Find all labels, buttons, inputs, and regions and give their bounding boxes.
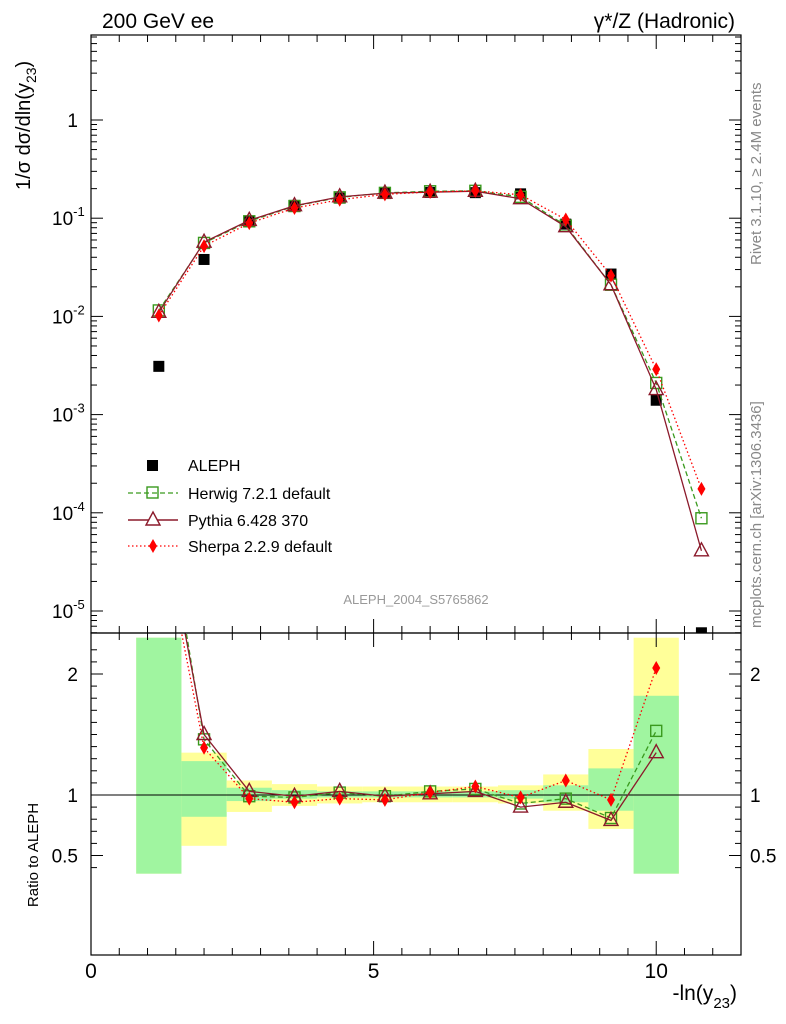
ratio-y-tick-label-right: 0.5: [750, 847, 776, 868]
pythia-point: [557, 217, 574, 233]
legend-item-aleph: ALEPH: [147, 458, 240, 475]
legend-label-pythia: Pythia 6.428 370: [188, 513, 308, 530]
sherpa-point: [607, 268, 615, 283]
sherpa-point: [652, 362, 661, 377]
herwig-line: [185, 633, 657, 819]
sherpa-point: [561, 212, 570, 227]
herwig-point: [695, 512, 708, 525]
legend-label-aleph: ALEPH: [188, 458, 240, 475]
rivet-version-label: Rivet 3.1.10, ≥ 2.4M events: [748, 83, 765, 266]
aleph-point: [695, 627, 707, 633]
main-y-tick-label: 10-5: [52, 597, 85, 623]
pythia-point: [602, 810, 620, 827]
main-y-axis-label: 1/σ dσ/dln(y23): [13, 61, 39, 190]
sherpa-point: [697, 481, 706, 496]
sherpa-point: [561, 773, 570, 788]
legend-item-pythia: Pythia 6.428 370: [128, 510, 308, 530]
sherpa-point: [245, 791, 254, 806]
ratio-panel-frame: [90, 632, 742, 956]
ratio-y-tick-label-left: 2: [67, 665, 78, 686]
aleph-point: [198, 253, 210, 265]
analysis-watermark: ALEPH_2004_S5765862: [343, 592, 488, 607]
sherpa-point: [652, 660, 661, 675]
herwig-marker-icon: [146, 486, 159, 499]
green-band-bin: [633, 695, 679, 874]
pythia-line: [184, 633, 657, 822]
pythia-point: [467, 781, 484, 798]
sherpa-point: [380, 187, 389, 202]
sherpa-point: [471, 779, 480, 794]
main-y-tick-label: 10-4: [52, 499, 85, 525]
sherpa-point: [516, 187, 525, 202]
pythia-point: [648, 743, 665, 759]
legend: ALEPH Herwig 7.2.1 default Pythia 6.428 …: [128, 458, 333, 556]
ratio-series-layer: [180, 633, 665, 827]
aleph-point: [153, 360, 165, 372]
x-axis-label: -ln(y23): [672, 982, 737, 1012]
legend-item-sherpa: Sherpa 2.2.9 default: [128, 539, 333, 556]
x-tick-label: 5: [368, 960, 380, 983]
sherpa-point: [200, 740, 209, 755]
pythia-point: [557, 792, 574, 808]
ratio-y-axis-label: Ratio to ALEPH: [25, 803, 42, 907]
main-y-tick-label: 10-1: [52, 204, 85, 230]
sherpa-line: [180, 633, 657, 803]
ratio-y-tick-label-right: 2: [750, 665, 761, 686]
aleph-series: [153, 186, 707, 633]
plot-title-left: 200 GeV ee: [102, 10, 214, 33]
main-y-tick-label: 1: [67, 111, 78, 132]
main-series-layer: [150, 181, 710, 633]
sherpa-line: [158, 190, 703, 490]
ratio-y-tick-label-left: 1: [67, 786, 78, 807]
sherpa-point: [426, 184, 435, 199]
sherpa-point: [290, 201, 299, 216]
legend-item-herwig: Herwig 7.2.1 default: [128, 486, 331, 503]
aleph-marker-icon: [147, 460, 158, 471]
sherpa-point: [380, 792, 389, 807]
x-tick-label: 0: [85, 960, 97, 983]
herwig-point: [650, 724, 663, 738]
sherpa-point: [426, 785, 435, 800]
mcplots-url-label: mcplots.cern.ch [arXiv:1306.3436]: [748, 401, 765, 628]
sherpa-point: [335, 791, 344, 806]
sherpa-series: [180, 633, 661, 810]
ratio-y-tick-label-right: 1: [750, 786, 761, 807]
plot-frames: [90, 34, 742, 956]
pythia-series: [184, 633, 665, 827]
ratio-y-tick-label-left: 0.5: [52, 847, 78, 868]
sherpa-point: [245, 216, 254, 231]
green-band-bin: [181, 761, 227, 817]
main-y-tick-label: 10-3: [52, 401, 85, 427]
legend-label-sherpa: Sherpa 2.2.9 default: [188, 539, 333, 556]
sherpa-point: [200, 239, 209, 254]
sherpa-series: [154, 183, 706, 496]
green-band-bin: [271, 790, 318, 799]
sherpa-point: [290, 795, 299, 810]
main-y-tick-label: 10-2: [52, 302, 85, 328]
pythia-point: [648, 380, 665, 396]
sherpa-point: [516, 790, 525, 805]
sherpa-marker-icon: [149, 539, 157, 553]
x-tick-label: 10: [645, 960, 668, 983]
aleph-point: [650, 394, 662, 406]
sherpa-point: [154, 308, 163, 323]
sherpa-point: [607, 792, 615, 807]
pythia-marker-icon: [144, 510, 162, 526]
pythia-point: [512, 797, 529, 813]
pythia-point: [693, 541, 710, 557]
sherpa-point: [471, 183, 480, 198]
legend-label-herwig: Herwig 7.2.1 default: [188, 486, 331, 503]
plot-title-right: γ*/Z (Hadronic): [594, 10, 735, 33]
sherpa-point: [335, 192, 344, 207]
green-band-bin: [136, 637, 182, 874]
